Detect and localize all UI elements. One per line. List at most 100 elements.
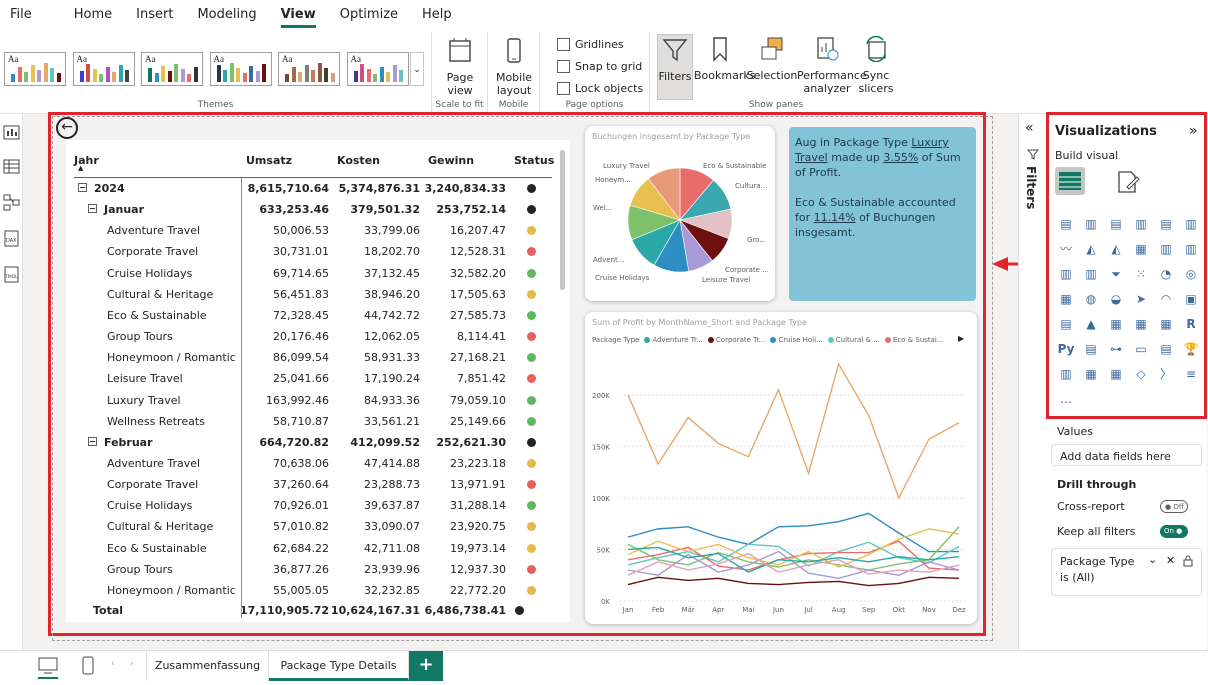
table-row[interactable]: Cultural & Heritage 56,451.83 38,946.20 17,… xyxy=(74,284,556,305)
theme-option-4[interactable]: Aa xyxy=(209,52,272,86)
theme-option-6[interactable]: Aa xyxy=(346,52,409,86)
stacked-bar-icon[interactable]: ▤ xyxy=(1060,217,1072,231)
more-options-icon[interactable] xyxy=(1082,390,1100,408)
table-row[interactable]: Eco & Sustainable 72,328.45 44,742.72 27,58… xyxy=(74,305,556,326)
filter-card[interactable]: Package Type is (All) ⌄ ✕ xyxy=(1051,548,1202,596)
header-kosten[interactable]: Kosten xyxy=(337,154,380,167)
add-page-button[interactable]: + xyxy=(409,651,443,681)
menu-file[interactable]: File xyxy=(10,7,32,22)
collapse-icon[interactable]: − xyxy=(88,204,97,214)
python-visual-icon[interactable]: Py xyxy=(1057,342,1075,356)
series-line[interactable] xyxy=(627,528,960,568)
menu-insert[interactable]: Insert xyxy=(136,7,174,22)
keep-filters-toggle[interactable]: On ● xyxy=(1160,525,1188,538)
lock-objects-checkbox[interactable]: Lock objects xyxy=(557,82,643,95)
legend-next-icon[interactable]: ▶ xyxy=(958,334,965,343)
multirow-card-icon[interactable]: ▤ xyxy=(1060,317,1072,331)
collapse-left-icon[interactable]: « xyxy=(1025,120,1034,136)
theme-option-1[interactable]: Aa xyxy=(4,52,66,86)
mobile-view-icon[interactable] xyxy=(82,656,94,676)
pie-icon[interactable]: ◔ xyxy=(1160,267,1172,281)
paginated-report-icon[interactable]: ▥ xyxy=(1060,367,1072,381)
legend-item[interactable]: Cruise Holi... xyxy=(770,336,823,344)
performance-analyzer-button[interactable]: Performance analyzer xyxy=(797,36,867,95)
table-row[interactable]: Adventure Travel 70,638.06 47,414.88 23,223… xyxy=(74,453,556,474)
table-group-row[interactable]: − Januar 633,253.46 379,501.32 253,752.14 xyxy=(74,199,556,220)
legend-item[interactable]: Adventure Tr... xyxy=(644,336,703,344)
table-row[interactable]: Cultural & Heritage 57,010.82 33,090.07 23,… xyxy=(74,516,556,537)
table-row[interactable]: Corporate Travel 30,731.01 18,202.70 12,528… xyxy=(74,241,556,262)
line-chart-icon[interactable]: 〰 xyxy=(1059,242,1072,256)
tmdl-view-icon[interactable]: TMDL xyxy=(3,266,20,283)
tab-next-icon[interactable]: › xyxy=(130,659,134,669)
100-column-icon[interactable]: ▥ xyxy=(1185,217,1197,231)
series-line[interactable] xyxy=(627,362,960,500)
series-line[interactable] xyxy=(627,576,960,587)
collapse-icon[interactable]: − xyxy=(88,436,97,446)
header-umsatz[interactable]: Umsatz xyxy=(246,154,293,167)
list-icon[interactable]: … xyxy=(1060,392,1072,406)
series-line[interactable] xyxy=(627,512,959,553)
table-icon[interactable]: ▦ xyxy=(1135,317,1147,331)
100-bar-icon[interactable]: ▤ xyxy=(1160,217,1172,231)
ribbon-chart-icon[interactable]: ▦ xyxy=(1135,242,1147,256)
matrix-visual[interactable]: Jahr ▲ Umsatz Kosten Gewinn Status −2024… xyxy=(66,140,570,622)
stacked-column-icon[interactable]: ▥ xyxy=(1085,217,1097,231)
menu-help[interactable]: Help xyxy=(422,7,452,22)
values-dropzone[interactable]: Add data fields here xyxy=(1051,444,1202,466)
stacked-area-icon[interactable]: ◭ xyxy=(1111,242,1121,256)
area-chart-icon[interactable]: ◭ xyxy=(1086,242,1096,256)
donut-icon[interactable]: ◎ xyxy=(1185,267,1197,281)
table-row[interactable]: Cruise Holidays 69,714.65 37,132.45 32,582.… xyxy=(74,263,556,284)
power-automate-icon[interactable]: ▦ xyxy=(1110,367,1122,381)
bookmarks-pane-button[interactable]: Bookmarks xyxy=(694,36,755,82)
header-gewinn[interactable]: Gewinn xyxy=(428,154,475,167)
legend-item[interactable]: Cultural & ... xyxy=(827,336,880,344)
series-line[interactable] xyxy=(627,546,960,573)
trophy-icon[interactable]: 🏆 xyxy=(1183,342,1199,356)
slicer-icon[interactable]: ▦ xyxy=(1110,317,1122,331)
line-column-icon[interactable]: ▥ xyxy=(1160,242,1172,256)
metrics-icon[interactable]: ◇ xyxy=(1136,367,1146,381)
snap-to-grid-checkbox[interactable]: Snap to grid xyxy=(557,60,642,73)
series-line[interactable] xyxy=(627,540,960,571)
table-row[interactable]: Honeymoon / Romantic 86,099.54 58,931.33 27… xyxy=(74,347,556,368)
power-apps-icon[interactable]: ▦ xyxy=(1085,367,1097,381)
table-row[interactable]: Wellness Retreats 58,710.87 33,561.21 25,14… xyxy=(74,411,556,432)
format-visual-icon[interactable] xyxy=(1115,169,1141,195)
back-arrow-icon[interactable]: ← xyxy=(56,117,78,139)
key-influencers-icon[interactable]: ▤ xyxy=(1085,342,1097,356)
series-line[interactable] xyxy=(627,526,960,571)
tab-zusammenfassung[interactable]: Zusammenfassung xyxy=(146,651,269,681)
line-stacked-icon[interactable]: ▥ xyxy=(1060,267,1072,281)
themes-more-button[interactable]: ⌄ xyxy=(410,52,424,86)
treemap-icon[interactable]: ▦ xyxy=(1060,292,1072,306)
table-view-icon[interactable] xyxy=(3,158,20,175)
gauge-icon[interactable]: ◠ xyxy=(1160,292,1172,306)
waterfall-icon[interactable]: ▥ xyxy=(1085,267,1097,281)
azure-map-icon[interactable]: ➤ xyxy=(1135,292,1147,306)
menu-view[interactable]: View xyxy=(269,0,328,30)
qa-icon[interactable]: ▭ xyxy=(1135,342,1147,356)
menu-modeling[interactable]: Modeling xyxy=(197,7,257,22)
selection-pane-button[interactable]: Selection xyxy=(746,36,798,82)
cross-report-toggle[interactable]: ● Off xyxy=(1160,500,1188,513)
legend-item[interactable]: Eco & Sustai... xyxy=(884,336,944,344)
gridlines-checkbox[interactable]: Gridlines xyxy=(557,38,624,51)
table-group-row[interactable]: −2024 8,615,710.64 5,374,876.31 3,240,834.3… xyxy=(74,178,556,199)
table-row[interactable]: Honeymoon / Romantic 55,005.05 32,232.85 22… xyxy=(74,580,556,601)
map-icon[interactable]: ◍ xyxy=(1085,292,1097,306)
menu-optimize[interactable]: Optimize xyxy=(339,7,399,22)
series-line[interactable] xyxy=(627,552,960,576)
table-row[interactable]: Corporate Travel 37,260.64 23,288.73 13,971… xyxy=(74,474,556,495)
menu-home[interactable]: Home xyxy=(73,7,113,22)
decomposition-tree-icon[interactable]: ⊶ xyxy=(1110,342,1122,356)
sync-slicers-button[interactable]: Sync slicers xyxy=(856,35,896,95)
desktop-view-icon[interactable] xyxy=(38,657,58,675)
tab-prev-icon[interactable]: ‹ xyxy=(111,659,115,669)
power-bi-icon[interactable]: 〉 xyxy=(1159,367,1172,381)
arrow-chevron-icon[interactable]: ≡ xyxy=(1185,367,1197,381)
pie-slice[interactable] xyxy=(647,167,681,221)
table-row[interactable]: Adventure Travel 50,006.53 33,799.06 16,207… xyxy=(74,220,556,241)
header-jahr[interactable]: Jahr xyxy=(74,154,99,167)
